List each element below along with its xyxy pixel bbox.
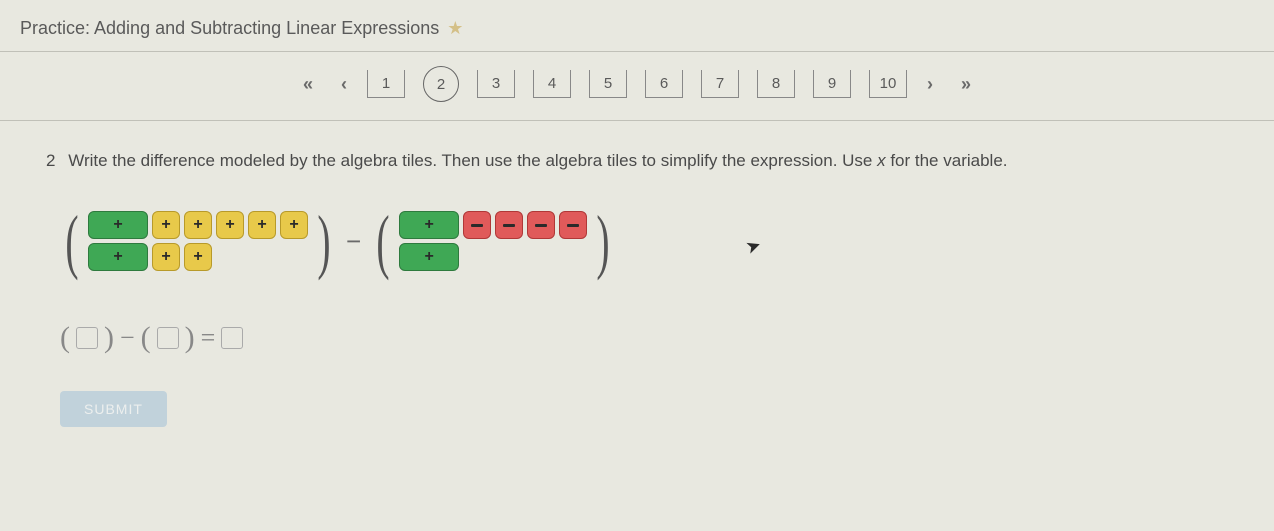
pager-item-2[interactable]: 2 [423,66,459,102]
left-paren-2: ( [377,205,390,277]
question-variable: x [877,151,886,170]
minus-operator: − [346,226,361,257]
tile-row: +++ [88,243,308,271]
ans-equals: = [201,323,216,353]
tile-unit-negative [463,211,491,239]
right-paren-2: ) [597,205,610,277]
ans-open-1: ( [60,321,70,355]
pager-next[interactable]: › [917,71,943,97]
page-header: Practice: Adding and Subtracting Linear … [0,0,1274,52]
tile-unit-positive: + [152,211,180,239]
pager-item-10[interactable]: 10 [869,70,907,98]
tile-var-positive: + [399,211,459,239]
question-text: 2 Write the difference modeled by the al… [46,151,1228,171]
answer-template: ( ) − ( ) = [60,321,1228,355]
pager-first[interactable]: « [295,71,321,97]
star-icon[interactable]: ★ [447,18,463,39]
tile-unit-positive: + [216,211,244,239]
tile-unit-negative [527,211,555,239]
ans-open-2: ( [141,321,151,355]
question-body-1: Write the difference modeled by the alge… [68,151,877,170]
pager-last[interactable]: » [953,71,979,97]
answer-blank-2[interactable] [157,327,179,349]
pager-item-3[interactable]: 3 [477,70,515,98]
question-number: 2 [46,151,55,170]
answer-blank-1[interactable] [76,327,98,349]
tile-var-positive: + [88,211,148,239]
pager-item-1[interactable]: 1 [367,70,405,98]
pager-item-5[interactable]: 5 [589,70,627,98]
question-body-2: for the variable. [886,151,1008,170]
tile-unit-positive: + [248,211,276,239]
tile-row: + [399,211,587,239]
pager: « ‹ 123456789 10 › » [0,52,1274,121]
pager-item-4[interactable]: 4 [533,70,571,98]
answer-blank-3[interactable] [221,327,243,349]
tile-row: + [399,243,587,271]
ans-close-2: ) [185,321,195,355]
tile-unit-negative [559,211,587,239]
left-paren-1: ( [65,205,78,277]
ans-minus: − [120,323,135,353]
pager-item-9[interactable]: 9 [813,70,851,98]
right-paren-1: ) [317,205,330,277]
pager-prev[interactable]: ‹ [331,71,357,97]
page-title: Practice: Adding and Subtracting Linear … [20,18,439,39]
tile-row: ++++++ [88,211,308,239]
tile-unit-positive: + [280,211,308,239]
pager-item-6[interactable]: 6 [645,70,683,98]
submit-button[interactable]: SUBMIT [60,391,167,427]
tile-unit-positive: + [152,243,180,271]
tile-unit-positive: + [184,211,212,239]
ans-close-1: ) [104,321,114,355]
tile-var-positive: + [88,243,148,271]
tile-unit-positive: + [184,243,212,271]
tile-unit-negative [495,211,523,239]
tile-var-positive: + [399,243,459,271]
pager-item-8[interactable]: 8 [757,70,795,98]
content-area: 2 Write the difference modeled by the al… [0,121,1274,457]
tiles-expression: ( +++++++++ ) − ( ++ ) [60,205,1228,277]
pager-item-7[interactable]: 7 [701,70,739,98]
tile-group-1: +++++++++ [88,211,308,271]
tile-group-2: ++ [399,211,587,271]
